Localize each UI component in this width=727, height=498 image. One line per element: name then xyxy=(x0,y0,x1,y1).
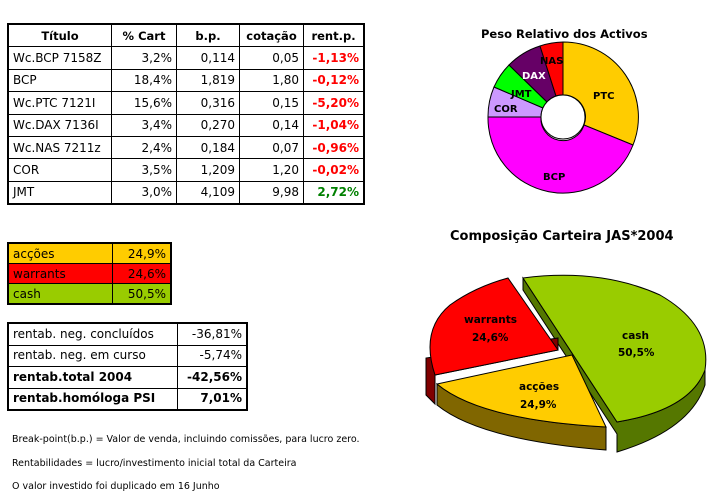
cell-bp: 4,109 xyxy=(176,180,240,205)
returns-label: rentab.homóloga PSI xyxy=(7,387,178,411)
table-row: JMT 3,0% 4,109 9,98 2,72% xyxy=(7,180,365,205)
cell-rent: -0,12% xyxy=(303,68,365,93)
cell-cotacao: 9,98 xyxy=(239,180,304,205)
donut-label-dax: DAX xyxy=(522,71,546,82)
note-valor-investido: O valor investido foi duplicado em 16 Ju… xyxy=(12,481,220,492)
allocation-value: 50,5% xyxy=(112,283,172,305)
cell-rent: -0,02% xyxy=(303,158,365,182)
cell-rent: -1,13% xyxy=(303,46,365,70)
returns-row: rentab.homóloga PSI 7,01% xyxy=(7,387,248,411)
header-cart: % Cart xyxy=(111,23,177,48)
cell-titulo: JMT xyxy=(7,180,112,205)
pie3d-label-warrants-value: 24,6% xyxy=(472,332,509,344)
pie3d-label-cash-name: cash xyxy=(622,330,649,342)
pie3d-slice-warrants xyxy=(429,277,559,376)
pie3d-slice-cash xyxy=(522,274,707,423)
cell-titulo: BCP xyxy=(7,68,112,93)
donut-chart-title: Peso Relativo dos Activos xyxy=(481,27,648,41)
allocation-label: warrants xyxy=(7,263,113,284)
cell-cotacao: 1,20 xyxy=(239,158,304,182)
pie3d-chart-title: Composição Carteira JAS*2004 xyxy=(450,229,674,244)
donut-label-ptc: PTC xyxy=(593,91,615,102)
returns-row: rentab. neg. concluídos -36,81% xyxy=(7,322,248,346)
allocation-row-cash: cash 50,5% xyxy=(7,283,172,305)
returns-value: -5,74% xyxy=(177,344,248,367)
returns-table: rentab. neg. concluídos -36,81% rentab. … xyxy=(7,322,248,411)
table-row: Wc.PTC 7121I 15,6% 0,316 0,15 -5,20% xyxy=(7,91,365,115)
table-row: Wc.NAS 7211z 2,4% 0,184 0,07 -0,96% xyxy=(7,135,365,160)
donut-label-bcp: BCP xyxy=(543,172,565,183)
pie3d-label-warrants-name: warrants xyxy=(464,314,517,326)
donut-label-nas: NAS xyxy=(540,56,563,67)
holdings-table: Título % Cart b.p. cotação rent.p. Wc.BC… xyxy=(7,23,365,206)
cell-cart: 3,0% xyxy=(111,180,177,205)
header-rent: rent.p. xyxy=(303,23,365,48)
allocation-value: 24,6% xyxy=(112,263,172,284)
donut-label-cor: COR xyxy=(494,104,518,115)
donut-chart xyxy=(487,41,639,194)
allocation-table: acções 24,9% warrants 24,6% cash 50,5% xyxy=(7,242,172,305)
cell-rent: -1,04% xyxy=(303,113,365,137)
pie3d-label-cash-value: 50,5% xyxy=(618,347,655,359)
cell-bp: 1,819 xyxy=(176,68,240,93)
returns-value: -36,81% xyxy=(177,322,248,346)
allocation-label: acções xyxy=(7,242,113,264)
table-row: Wc.DAX 7136I 3,4% 0,270 0,14 -1,04% xyxy=(7,113,365,137)
pie3d-labels: warrants 24,6% cash 50,5% acções 24,9% xyxy=(464,314,655,411)
pie3d-label-accoes-name: acções xyxy=(519,381,559,393)
donut-labels: PTC BCP COR JMT DAX NAS xyxy=(494,56,615,183)
allocation-value: 24,9% xyxy=(112,242,172,264)
allocation-row-accoes: acções 24,9% xyxy=(7,242,172,264)
cell-bp: 1,209 xyxy=(176,158,240,182)
cell-bp: 0,316 xyxy=(176,91,240,115)
note-breakpoint: Break-point(b.p.) = Valor de venda, incl… xyxy=(12,434,360,445)
donut-label-jmt: JMT xyxy=(510,89,532,100)
returns-label: rentab. neg. em curso xyxy=(7,344,178,367)
note-rentabilidades: Rentabilidades = lucro/investimento inic… xyxy=(12,458,297,469)
holdings-header-row: Título % Cart b.p. cotação rent.p. xyxy=(7,23,365,48)
allocation-label: cash xyxy=(7,283,113,305)
donut-slice-bcp xyxy=(487,116,634,194)
pie3d-chart xyxy=(425,274,707,453)
returns-row: rentab. neg. em curso -5,74% xyxy=(7,344,248,367)
allocation-row-warrants: warrants 24,6% xyxy=(7,263,172,284)
returns-label: rentab. neg. concluídos xyxy=(7,322,178,346)
cell-titulo: Wc.NAS 7211z xyxy=(7,135,112,160)
cell-titulo: Wc.BCP 7158Z xyxy=(7,46,112,70)
cell-rent: 2,72% xyxy=(303,180,365,205)
table-row: Wc.BCP 7158Z 3,2% 0,114 0,05 -1,13% xyxy=(7,46,365,70)
returns-value: 7,01% xyxy=(177,387,248,411)
pie3d-slice-accoes xyxy=(435,354,607,428)
table-row: BCP 18,4% 1,819 1,80 -0,12% xyxy=(7,68,365,93)
cell-cotacao: 1,80 xyxy=(239,68,304,93)
pie3d-label-accoes-value: 24,9% xyxy=(520,399,557,411)
cell-bp: 0,184 xyxy=(176,135,240,160)
cell-cart: 3,5% xyxy=(111,158,177,182)
table-row: COR 3,5% 1,209 1,20 -0,02% xyxy=(7,158,365,182)
